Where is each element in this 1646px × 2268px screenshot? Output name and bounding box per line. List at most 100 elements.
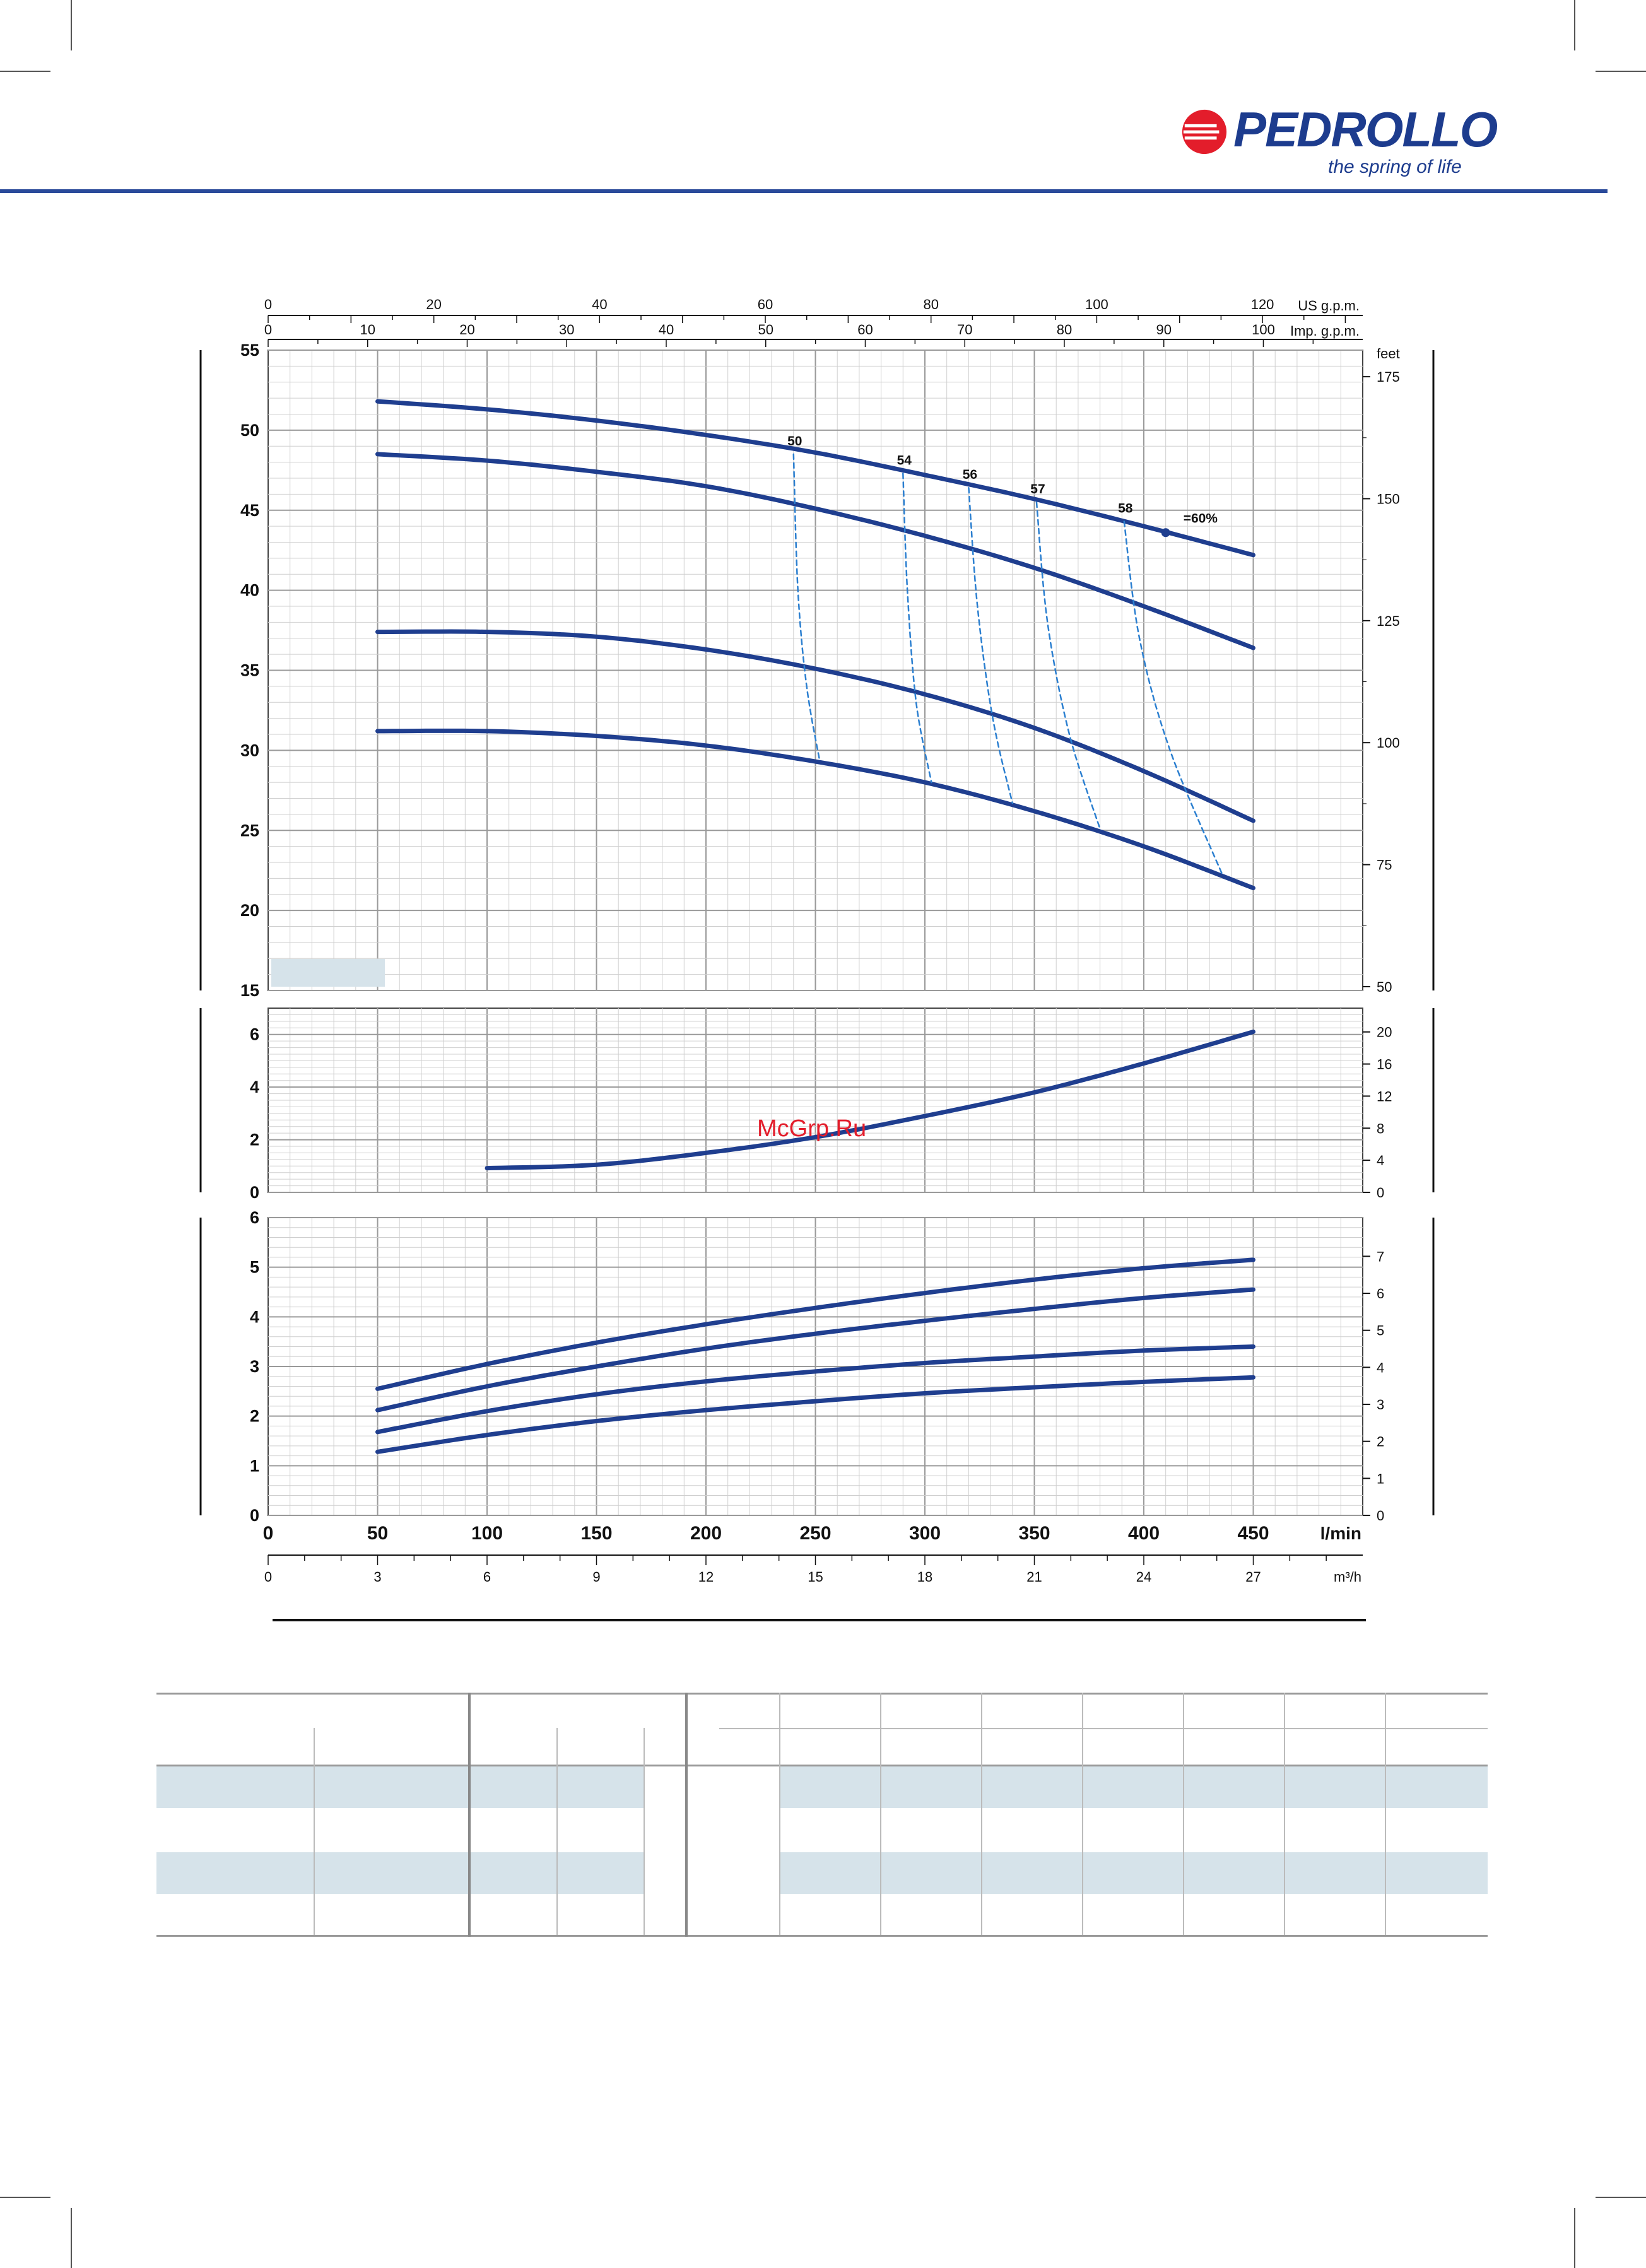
right-axis-label: feet (1377, 346, 1400, 361)
x-tick-label: 300 (909, 1523, 941, 1544)
top-axis-imp-label: 60 (857, 322, 873, 338)
right-tick-label: 2 (1377, 1434, 1384, 1450)
table-divider (314, 1728, 315, 1935)
top-axis-us-label: 60 (758, 297, 773, 312)
top-axis-us-label: 40 (592, 297, 607, 312)
right-tick-label: 16 (1377, 1057, 1392, 1072)
table-divider (1284, 1693, 1285, 1935)
top-axis-imp-label: 10 (360, 322, 375, 338)
top-axis-us-label: 20 (426, 297, 441, 312)
right-tick-label: 125 (1377, 613, 1400, 629)
efficiency-curve (1035, 501, 1101, 830)
right-tick-label: 100 (1377, 735, 1400, 751)
brand-logo: PEDROLLO the spring of life (1180, 95, 1498, 183)
bottom-axis-m3h-label: 12 (698, 1569, 714, 1585)
y-tick-label: 5 (250, 1258, 259, 1277)
top-axis-imp-label: 80 (1057, 322, 1072, 338)
y-tick-label: 6 (250, 1025, 259, 1044)
efficiency-curve (1123, 520, 1224, 876)
right-tick-label: 175 (1377, 369, 1400, 385)
right-tick-label: 4 (1377, 1153, 1384, 1168)
right-tick-label: 5 (1377, 1323, 1384, 1339)
crop-mark (1574, 0, 1575, 50)
top-axis-imp-label: 40 (659, 322, 674, 338)
y-tick-label: 30 (240, 741, 259, 760)
right-tick-label: 4 (1377, 1360, 1384, 1375)
y-tick-label: 4 (250, 1078, 259, 1096)
table-rule (156, 1693, 1488, 1695)
y-tick-label: 2 (250, 1407, 259, 1426)
top-axis-us-title: US g.p.m. (1298, 298, 1360, 314)
efficiency-marker-label: =60% (1184, 511, 1218, 526)
bottom-axis-m3h-label: 0 (264, 1569, 272, 1585)
table-divider (981, 1693, 982, 1935)
right-tick-label: 7 (1377, 1249, 1384, 1264)
x-axis-label: l/min (1320, 1524, 1361, 1543)
table-divider (468, 1693, 471, 1937)
bottom-axis-m3h-label: 6 (483, 1569, 491, 1585)
npsh-curve (485, 1030, 1255, 1171)
top-axis-imp-label: 100 (1252, 322, 1275, 338)
power-curve (375, 1287, 1255, 1413)
y-tick-label: 15 (240, 981, 259, 1000)
x-tick-label: 400 (1128, 1523, 1160, 1544)
brand-tagline: the spring of life (1328, 156, 1462, 177)
x-tick-label: 250 (799, 1523, 831, 1544)
table-rule (719, 1728, 1488, 1729)
efficiency-curve (902, 473, 932, 784)
table-divider (1082, 1693, 1083, 1935)
power-curve (375, 1344, 1255, 1435)
brand-name: PEDROLLO (1233, 102, 1498, 157)
head-curve (375, 728, 1255, 891)
crop-mark (71, 2208, 72, 2268)
right-tick-label: 6 (1377, 1286, 1384, 1301)
bottom-axis-m3h-label: 3 (373, 1569, 381, 1585)
table-rule (156, 1765, 1488, 1766)
top-axis-imp-label: 70 (957, 322, 972, 338)
top-axis-imp-label: 50 (758, 322, 773, 338)
x-tick-label: 350 (1018, 1523, 1050, 1544)
bottom-axis-m3h-label: 18 (917, 1569, 932, 1585)
crop-mark (0, 2197, 50, 2198)
efficiency-curve (968, 486, 1014, 804)
efficiency-label: 56 (963, 467, 977, 482)
y-tick-label: 6 (250, 1208, 259, 1227)
x-tick-label: 450 (1237, 1523, 1269, 1544)
bottom-axis-m3h-title: m³/h (1334, 1569, 1361, 1585)
y-tick-label: 40 (240, 581, 259, 600)
table-divider (685, 1693, 688, 1937)
x-tick-label: 200 (690, 1523, 722, 1544)
top-axis-imp-label: 90 (1156, 322, 1171, 338)
table-row (779, 1852, 1488, 1894)
x-tick-label: 0 (263, 1523, 274, 1544)
right-tick-label: 1 (1377, 1471, 1384, 1486)
header-rule (0, 189, 1608, 193)
top-axis-us-label: 0 (264, 297, 272, 312)
y-tick-label: 2 (250, 1131, 259, 1149)
y-tick-label: 3 (250, 1357, 259, 1376)
power-curve (375, 1375, 1255, 1454)
table-divider (556, 1728, 558, 1935)
right-tick-label: 75 (1377, 857, 1392, 873)
y-tick-label: 50 (240, 421, 259, 440)
table-divider (644, 1728, 645, 1935)
bottom-axis-m3h-label: 27 (1245, 1569, 1261, 1585)
table-row (156, 1852, 644, 1894)
data-table (156, 1693, 1488, 1939)
legend-box (271, 959, 385, 987)
table-row (779, 1766, 1488, 1808)
top-axis-us-label: 100 (1085, 297, 1108, 312)
table-divider (1385, 1693, 1386, 1935)
crop-mark (1596, 2197, 1646, 2198)
top-axis-imp-label: 20 (459, 322, 474, 338)
table-row (156, 1766, 644, 1808)
top-axis-us-label: 80 (923, 297, 938, 312)
x-tick-label: 50 (367, 1523, 388, 1544)
table-rule (156, 1935, 1488, 1937)
top-axis-imp-label: 0 (264, 322, 272, 338)
right-tick-label: 0 (1377, 1185, 1384, 1201)
y-tick-label: 20 (240, 901, 259, 920)
top-axis-imp-title: Imp. g.p.m. (1290, 323, 1360, 339)
x-tick-label: 100 (471, 1523, 503, 1544)
crop-mark (1596, 71, 1646, 72)
